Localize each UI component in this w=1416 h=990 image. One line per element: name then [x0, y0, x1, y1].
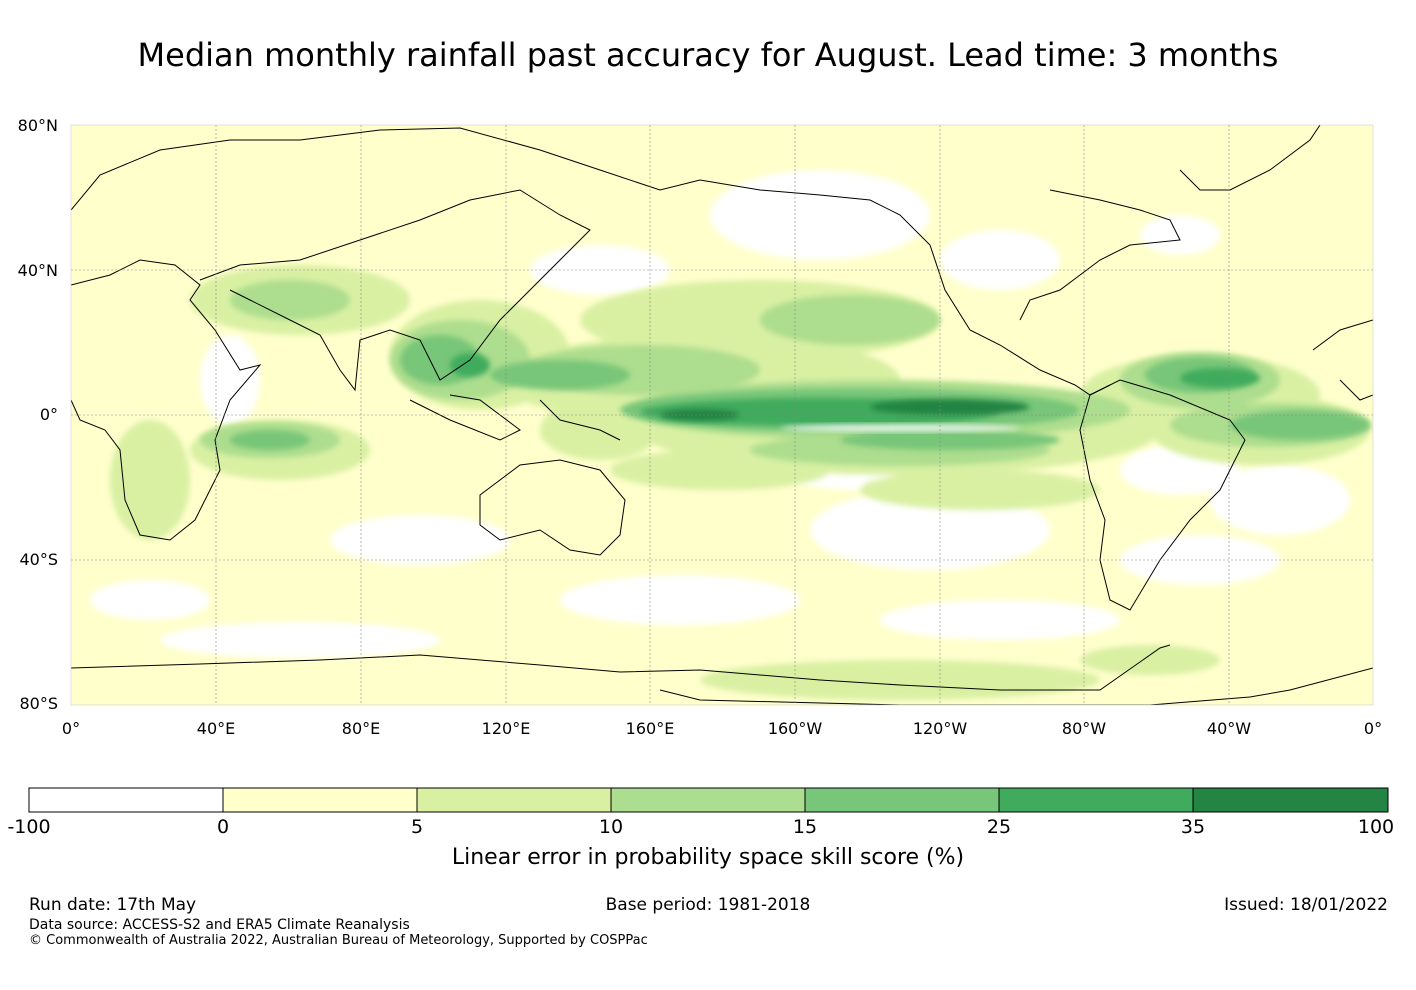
lon-label-160w: 160°W [767, 719, 823, 738]
issued-date: Issued: 18/01/2022 [1224, 895, 1388, 915]
colorbar-tick-label: 5 [410, 816, 424, 838]
coastlines [71, 125, 1373, 705]
colorbar-frame [28, 787, 1389, 813]
copyright-notice: © Commonwealth of Australia 2022, Austra… [29, 933, 648, 948]
lon-label-0-right: 0° [1363, 719, 1383, 738]
lat-label-80s: 80°S [19, 694, 58, 713]
lon-label-120w: 120°W [912, 719, 968, 738]
colorbar-segment-3 [417, 788, 611, 812]
colorbar-tick-label: 15 [792, 816, 818, 838]
colorbar-tick-label: 35 [1180, 816, 1206, 838]
lon-label-0: 0° [61, 719, 81, 738]
colorbar-tick-label: 100 [1357, 816, 1395, 838]
colorbar-tick-label: 25 [986, 816, 1012, 838]
map-field [71, 125, 1373, 705]
skill-35-100-patches [660, 399, 1030, 421]
lon-label-40w: 40°W [1206, 719, 1252, 738]
colorbar-segment-5 [805, 788, 999, 812]
colorbar-segment-6 [999, 788, 1193, 812]
colorbar-title: Linear error in probability space skill … [451, 845, 965, 870]
lat-label-80n: 80°N [17, 116, 58, 135]
colorbar-segment-2 [223, 788, 417, 812]
data-source: Data source: ACCESS-S2 and ERA5 Climate … [29, 917, 410, 933]
base-period: Base period: 1981-2018 [605, 895, 811, 915]
lon-label-40e: 40°E [196, 719, 236, 738]
lon-label-80w: 80°W [1061, 719, 1107, 738]
gridlines [71, 125, 1373, 705]
colorbar-segment-7 [1193, 788, 1388, 812]
lon-label-120e: 120°E [481, 719, 531, 738]
run-date: Run date: 17th May [29, 895, 197, 915]
colorbar-tick-label: 0 [216, 816, 230, 838]
map-title: Median monthly rainfall past accuracy fo… [137, 36, 1279, 74]
colorbar-segment-4 [611, 788, 805, 812]
negative-skill-patches [90, 170, 1350, 658]
colorbar-tick-label: 10 [598, 816, 624, 838]
lat-label-40s: 40°S [19, 550, 58, 569]
colorbar-segment-1 [29, 788, 223, 812]
lon-label-80e: 80°E [341, 719, 381, 738]
lon-label-160e: 160°E [625, 719, 675, 738]
lat-label-0: 0° [39, 405, 58, 424]
lat-label-40n: 40°N [17, 261, 58, 280]
map-frame [70, 124, 1374, 706]
colorbar [28, 787, 1389, 813]
colorbar-tick-label: -100 [7, 816, 51, 838]
